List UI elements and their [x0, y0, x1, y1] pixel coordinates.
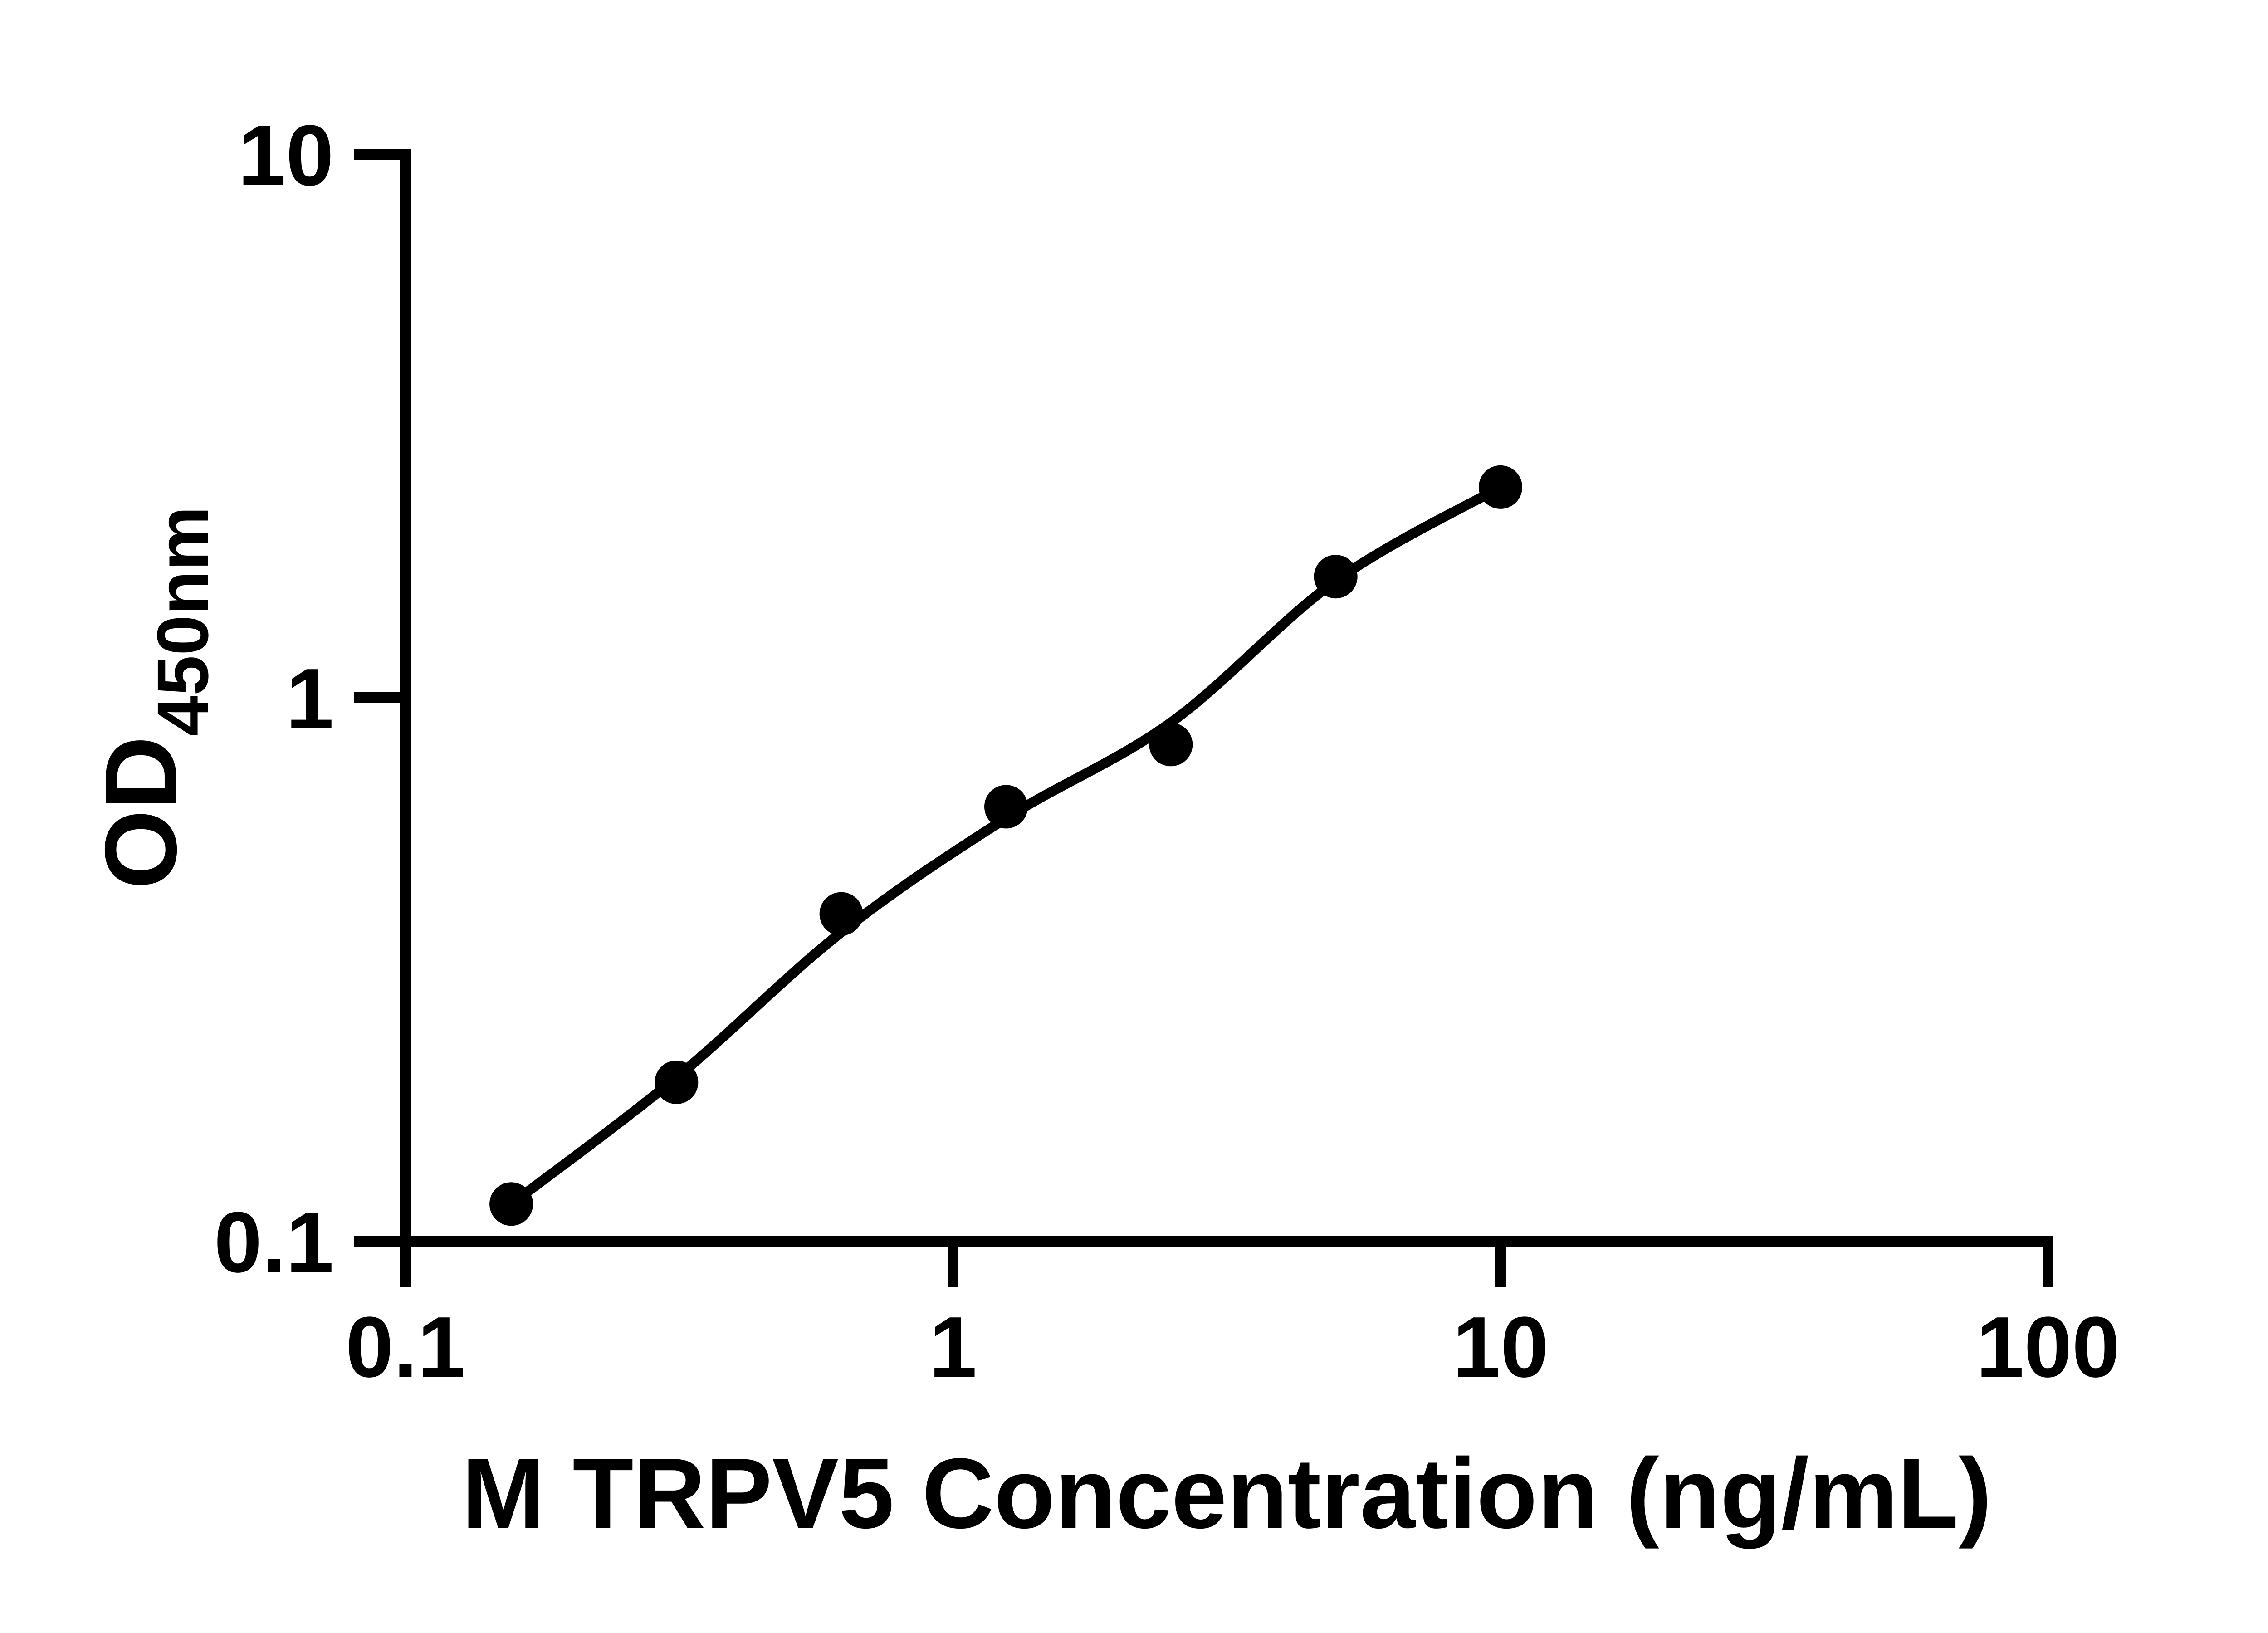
- x-tick-label: 100: [1976, 1299, 2120, 1395]
- y-tick-label: 10: [238, 108, 334, 204]
- data-point: [655, 1060, 699, 1104]
- fit-line: [508, 483, 1503, 1208]
- x-axis-title: M TRPV5 Concentration (ng/mL): [462, 1437, 1992, 1549]
- data-point: [1314, 555, 1358, 599]
- y-axis-title: OD450nm: [83, 506, 223, 889]
- data-point: [1149, 723, 1193, 767]
- y-tick-label: 0.1: [214, 1194, 334, 1291]
- x-tick-label: 10: [1452, 1299, 1548, 1395]
- data-point: [819, 892, 863, 936]
- data-point: [489, 1182, 533, 1226]
- y-axis-title-main: OD: [83, 736, 198, 890]
- x-tick-label: 0.1: [346, 1299, 465, 1395]
- data-point: [984, 785, 1028, 829]
- y-axis-title-subscript: 450nm: [142, 506, 223, 736]
- data-point: [1479, 465, 1522, 509]
- x-tick-label: 1: [929, 1299, 977, 1395]
- y-tick-label: 1: [286, 651, 334, 747]
